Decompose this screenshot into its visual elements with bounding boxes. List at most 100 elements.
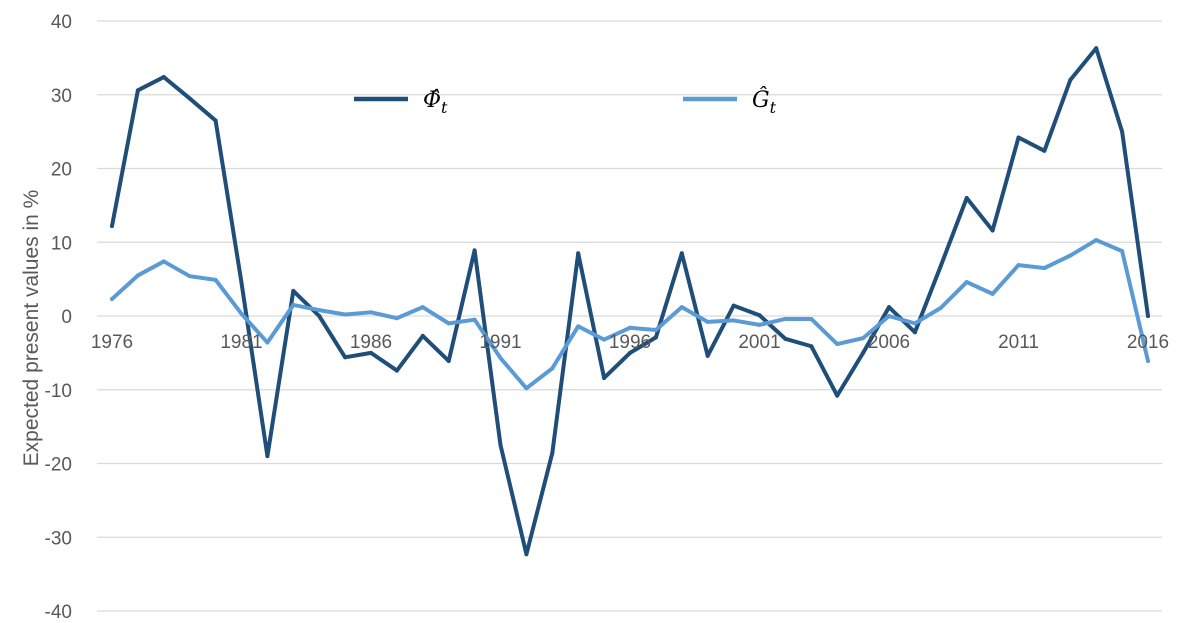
legend-entry: Ĝt — [683, 86, 777, 117]
data-point — [653, 335, 658, 340]
data-point — [317, 308, 322, 313]
data-point — [835, 393, 840, 398]
data-point — [1094, 46, 1099, 51]
x-tick-label: 2001 — [738, 332, 780, 353]
legend-label-main: Φ̂ — [423, 88, 441, 113]
data-point — [239, 280, 244, 285]
y-tick-label: -30 — [45, 528, 72, 549]
data-point — [705, 319, 710, 324]
y-tick-label: -20 — [45, 455, 72, 476]
y-tick-label: 20 — [51, 160, 72, 181]
data-point — [602, 375, 607, 380]
data-point — [912, 330, 917, 335]
data-point — [550, 451, 555, 456]
x-tick-label: 1996 — [609, 332, 651, 353]
data-point — [524, 552, 529, 557]
data-point — [809, 344, 814, 349]
data-point — [343, 312, 348, 317]
data-point — [394, 316, 399, 321]
x-tick-label: 1986 — [350, 332, 392, 353]
legend-label-main: Ĝ — [752, 86, 770, 113]
y-tick-label: -40 — [45, 602, 72, 623]
data-point — [679, 251, 684, 256]
data-point — [653, 328, 658, 333]
data-point — [369, 350, 373, 355]
x-tick-label: 2011 — [998, 332, 1039, 353]
legend-entry: Φ̂t — [354, 88, 448, 117]
data-point — [498, 443, 503, 448]
data-point — [628, 350, 632, 355]
data-point — [187, 274, 192, 279]
data-point — [602, 337, 607, 342]
data-point — [524, 386, 529, 391]
data-point — [1068, 78, 1073, 82]
data-point — [213, 277, 218, 282]
data-point — [861, 336, 866, 341]
data-point — [757, 322, 762, 327]
data-point — [964, 196, 969, 200]
y-tick-label: 0 — [61, 307, 72, 328]
data-point — [887, 305, 891, 310]
data-point — [446, 321, 451, 326]
y-axis-title: Expected present values in % — [20, 190, 43, 467]
data-point — [731, 318, 736, 323]
legend-label-subscript: t — [770, 98, 777, 117]
data-point — [265, 454, 270, 459]
data-point — [213, 118, 218, 123]
data-point — [291, 288, 296, 293]
data-point — [1042, 148, 1047, 153]
legend-label: Φ̂t — [423, 88, 448, 117]
data-point — [1146, 358, 1150, 363]
data-point — [498, 356, 503, 361]
x-axis-tick-labels: 1976 1981 1986 1991 1996 2001 2006 2011 2016 — [91, 332, 1169, 353]
data-point — [317, 314, 322, 318]
data-point — [628, 325, 632, 330]
y-tick-label: 40 — [51, 12, 72, 33]
data-point — [679, 305, 684, 310]
y-tick-label: -10 — [45, 381, 72, 402]
data-point — [472, 248, 477, 253]
data-point — [705, 353, 710, 358]
legend-label-subscript: t — [441, 98, 448, 117]
data-point — [1120, 249, 1125, 254]
gridlines — [97, 20, 1162, 612]
data-point — [239, 311, 244, 316]
data-point — [1016, 263, 1021, 268]
data-point — [135, 88, 140, 93]
data-point — [990, 291, 995, 296]
data-point — [1094, 238, 1099, 243]
data-point — [187, 96, 192, 101]
data-point — [1016, 135, 1021, 140]
data-point — [576, 324, 581, 329]
data-point — [783, 316, 788, 321]
data-point — [291, 302, 296, 307]
data-point — [110, 224, 114, 229]
data-point — [576, 251, 581, 256]
series-line — [110, 46, 1150, 557]
data-point — [472, 317, 477, 322]
data-point — [887, 314, 891, 318]
series-line — [110, 238, 1150, 391]
y-tick-label: 10 — [51, 233, 72, 254]
y-axis-tick-labels: 40 30 20 10 0 -10 -20 -30 -40 — [45, 12, 72, 623]
data-point — [938, 305, 943, 310]
legend: Φ̂t Ĝt — [354, 86, 777, 117]
data-point — [135, 273, 140, 278]
data-point — [938, 263, 943, 268]
x-tick-label: 2006 — [868, 332, 910, 353]
data-point — [964, 280, 969, 285]
data-point — [446, 358, 451, 363]
data-point — [420, 305, 425, 310]
data-point — [809, 316, 814, 321]
data-point — [161, 259, 166, 264]
x-tick-label: 1991 — [479, 332, 521, 353]
data-point — [1120, 129, 1125, 134]
data-point — [110, 297, 114, 302]
legend-label: Ĝt — [752, 86, 777, 117]
data-point — [990, 228, 995, 233]
data-point — [161, 75, 166, 80]
data-point — [757, 313, 762, 318]
data-point — [835, 342, 840, 347]
series-1 — [110, 46, 1150, 557]
